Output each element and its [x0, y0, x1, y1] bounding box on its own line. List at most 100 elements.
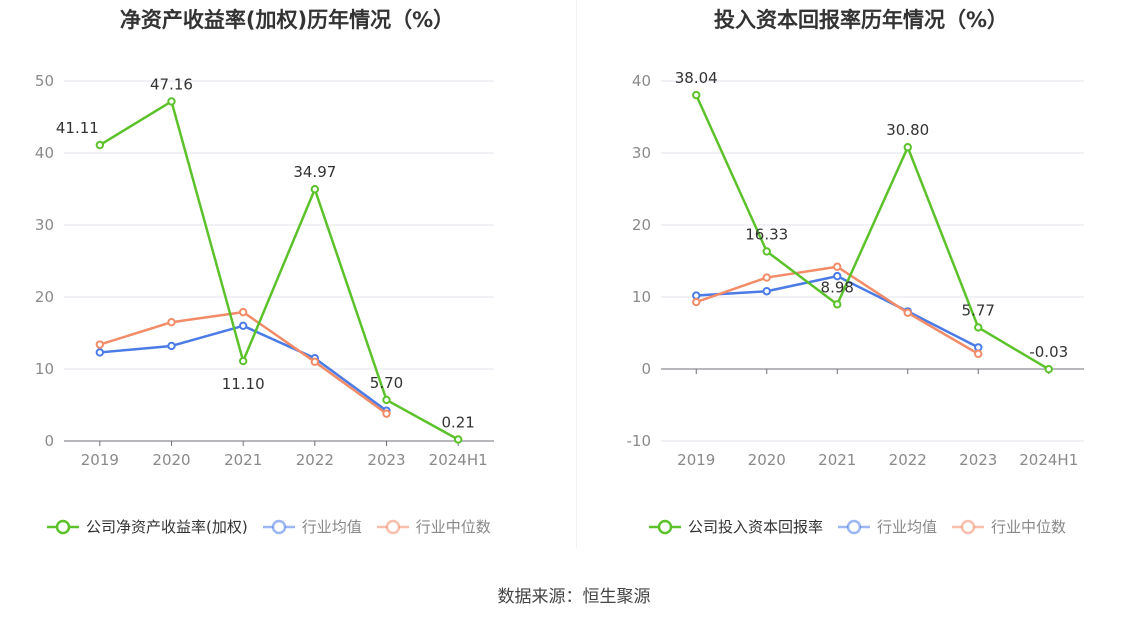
y-tick-label: 40	[35, 144, 54, 162]
legend-roic: 公司投入资本回报率 行业均值 行业中位数	[648, 516, 1080, 537]
data-label: 0.21	[441, 413, 474, 431]
legend-item[interactable]: 公司投入资本回报率	[648, 516, 823, 537]
legend-line-icon	[262, 519, 295, 534]
data-point	[238, 321, 248, 330]
legend-line-icon	[376, 519, 409, 534]
data-point	[238, 356, 248, 366]
x-tick-label: 2019	[677, 451, 715, 469]
data-label: 47.16	[150, 75, 193, 93]
data-point	[692, 90, 701, 100]
x-tick-label: 2019	[81, 451, 119, 469]
data-point	[974, 343, 983, 352]
data-label: 38.04	[675, 69, 718, 87]
legend-label: 公司投入资本回报率	[688, 518, 824, 536]
y-tick-label: 30	[35, 216, 54, 234]
data-point	[167, 97, 176, 106]
x-tick-label: 2021	[224, 451, 262, 469]
y-tick-label: 50	[35, 72, 54, 90]
legend-item[interactable]: 行业均值	[837, 516, 937, 537]
panel-divider	[576, 0, 577, 548]
legend-line-icon	[952, 519, 985, 534]
data-point	[903, 308, 912, 318]
data-label: 34.97	[293, 163, 336, 181]
data-label: -0.03	[1029, 343, 1068, 361]
data-point	[762, 287, 771, 296]
y-tick-label: 0	[44, 432, 54, 450]
legend-label: 公司净资产收益率(加权)	[86, 518, 248, 536]
data-point	[833, 262, 842, 271]
chart-roe: 0 10 20 30 40 50 2019 2020 2021 2022 2023 2024H1 41.…	[35, 72, 494, 469]
x-tick-label: 2020	[152, 451, 190, 469]
y-tick-label: 10	[35, 360, 54, 378]
y-tick-label: 40	[632, 72, 651, 90]
y-tick-label: 10	[632, 288, 651, 306]
data-point	[1044, 365, 1053, 374]
data-point	[692, 291, 701, 300]
legend-label: 行业均值	[301, 518, 362, 536]
data-point	[833, 271, 842, 281]
legend-item[interactable]: 行业中位数	[376, 516, 491, 537]
data-point	[310, 357, 320, 366]
data-label: 11.10	[222, 375, 265, 393]
x-tick-label: 2021	[818, 451, 856, 469]
legend-marker	[657, 519, 673, 534]
chart-title-roe: 净资产收益率(加权)历年情况（%）	[119, 8, 455, 32]
data-point	[833, 300, 842, 309]
y-tick-label: 30	[632, 144, 651, 162]
legend-roe: 公司净资产收益率(加权) 行业均值 行业中位数	[46, 516, 505, 537]
x-tick-label: 2020	[748, 451, 786, 469]
y-tick-label: 0	[641, 360, 651, 378]
data-point	[238, 307, 248, 317]
x-tick-label: 2024H1	[1019, 451, 1078, 469]
legend-item[interactable]: 行业均值	[262, 516, 362, 537]
legend-line-icon	[47, 519, 79, 534]
data-point	[95, 348, 105, 357]
data-point	[167, 341, 176, 351]
data-source-note: 数据来源：恒生聚源	[497, 587, 651, 607]
legend-label: 行业中位数	[991, 518, 1067, 536]
legend-line-icon	[649, 519, 681, 534]
x-tick-label: 2022	[889, 451, 927, 469]
legend-label: 行业均值	[877, 518, 938, 536]
series-line	[695, 94, 1050, 371]
series-line	[99, 100, 459, 441]
y-tick-label: 20	[35, 288, 54, 306]
data-point	[762, 273, 771, 282]
series-line	[99, 324, 388, 412]
chart-roic: -10 0 10 20 30 40 2019 2020 2021 2022 2023 2024H1 38…	[627, 69, 1084, 469]
data-point	[95, 340, 105, 349]
chart-title-roic: 投入资本回报率历年情况（%）	[713, 8, 1009, 32]
legend-marker	[271, 519, 286, 534]
x-tick-label: 2023	[367, 451, 405, 469]
data-point	[453, 435, 463, 444]
data-point	[974, 349, 983, 359]
data-label: 5.77	[962, 301, 995, 319]
y-tick-label: 20	[632, 216, 651, 234]
data-point	[167, 318, 176, 327]
data-label: 16.33	[745, 225, 788, 243]
data-label: 30.80	[886, 121, 929, 139]
legend-marker	[960, 519, 976, 534]
data-point	[310, 185, 320, 194]
x-tick-label: 2023	[959, 451, 997, 469]
data-label: 41.11	[56, 119, 99, 137]
legend-marker	[385, 519, 400, 534]
legend-item[interactable]: 行业中位数	[951, 516, 1066, 537]
data-point	[382, 395, 391, 405]
data-point	[95, 140, 105, 150]
data-point	[974, 323, 983, 332]
legend-marker	[846, 519, 862, 534]
legend-label: 行业中位数	[415, 518, 491, 536]
data-point	[903, 143, 912, 152]
legend-marker	[55, 519, 71, 534]
x-tick-label: 2022	[296, 451, 334, 469]
data-label: 5.70	[370, 374, 403, 392]
data-point	[762, 247, 771, 256]
legend-line-icon	[838, 519, 871, 534]
x-tick-label: 2024H1	[429, 451, 488, 469]
data-label: 8.98	[821, 278, 854, 296]
legend-item[interactable]: 公司净资产收益率(加权)	[46, 516, 248, 537]
data-point	[692, 297, 701, 307]
y-tick-label: -10	[627, 432, 652, 450]
data-point	[382, 409, 391, 418]
